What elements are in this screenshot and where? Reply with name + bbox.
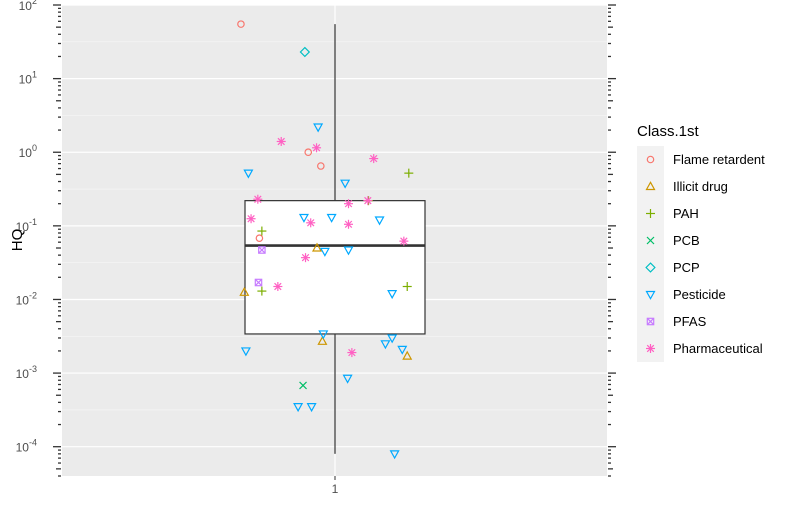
data-point [374,216,385,226]
data-point [380,340,391,350]
y-tick-label: 10-3 [16,364,37,381]
legend-label: PFAS [673,314,707,329]
y-tick-label: 10-2 [16,290,37,307]
data-point [306,403,317,413]
data-point [389,450,400,460]
data-point [369,154,379,164]
data-point [304,148,313,157]
data-point [276,136,286,146]
data-point [311,242,323,252]
legend-label: PCB [673,233,700,248]
legend-item: PCB [637,227,700,254]
x-axis: 1 [332,476,339,496]
x-tick-label: 1 [332,482,339,496]
data-point [257,286,267,296]
data-point [340,179,351,189]
legend-item: Pesticide [637,281,726,308]
data-point [299,381,307,390]
data-point [387,334,398,344]
y-tick-label: 102 [19,0,37,13]
data-point [347,348,357,358]
y-axis-tick-labels: 10-4 10-3 10-2 10-1 100 101 102 [16,0,37,455]
legend-key-symbol [646,155,655,164]
legend-key-symbol [646,317,655,326]
data-point [344,199,353,209]
legend-title: Class.1st [637,123,700,140]
legend-key-bg [637,254,664,281]
data-point [273,282,283,292]
data-point [402,350,413,360]
data-point [237,20,245,28]
legend-key-bg [637,281,664,308]
legend-items: Flame retardent Illicit drug PAH PCB PCP Pest… [637,146,765,362]
interquartile-box [244,200,426,335]
data-point [387,290,398,300]
y-tick-label: 10-1 [16,217,37,234]
data-point [342,374,353,384]
data-point [240,347,251,357]
legend-key-symbol [646,236,655,245]
data-point [363,196,373,206]
data-point [243,169,254,179]
data-point [313,123,324,133]
legend-label: Pharmaceutical [673,341,763,356]
data-point [343,246,354,256]
data-point [293,403,304,413]
legend-key-symbol [646,344,655,353]
legend: Class.1st Flame retardent Illicit drug PAH… [637,123,765,362]
y-tick-label: 100 [19,143,37,160]
data-point [318,330,329,340]
y-axis-title: HQ [9,229,26,252]
data-point [298,213,309,223]
data-point [399,236,409,246]
data-point [299,46,311,58]
legend-item: PCP [637,254,700,281]
data-point [402,282,412,292]
data-point [255,234,264,242]
boxplot [244,24,426,454]
legend-key-bg [637,173,664,200]
legend-label: Flame retardent [673,152,765,167]
data-point [344,219,353,229]
data-point [317,162,325,170]
legend-key-symbol [645,290,656,300]
data-point [306,218,316,228]
legend-item: Flame retardent [637,146,765,173]
y-tick-label: 101 [19,70,37,87]
data-point [317,335,328,345]
data-point [312,143,322,153]
legend-key-symbol [645,262,656,273]
data-point [404,168,414,178]
legend-label: PCP [673,260,700,275]
data-point [257,226,267,236]
legend-item: PAH [637,200,699,227]
data-point [301,253,311,263]
legend-label: Illicit drug [673,179,728,194]
data-point [254,278,263,287]
data-point [239,286,250,296]
legend-key-symbol [645,181,656,191]
y-axis-ticks-right [608,4,616,477]
data-point [319,247,330,257]
y-tick-label: 10-4 [16,438,37,455]
data-point [326,213,337,223]
data-point [253,194,263,204]
data-points [237,20,414,460]
legend-item: Illicit drug [637,173,728,200]
data-point [258,246,266,254]
legend-item: Pharmaceutical [637,335,763,362]
legend-key-bg [637,146,664,173]
legend-item: PFAS [637,308,707,335]
data-point [246,214,256,224]
y-axis-ticks-left [53,4,61,477]
legend-label: PAH [673,206,699,221]
legend-label: Pesticide [673,287,726,302]
legend-key-symbol [646,209,655,218]
data-point [397,345,408,355]
